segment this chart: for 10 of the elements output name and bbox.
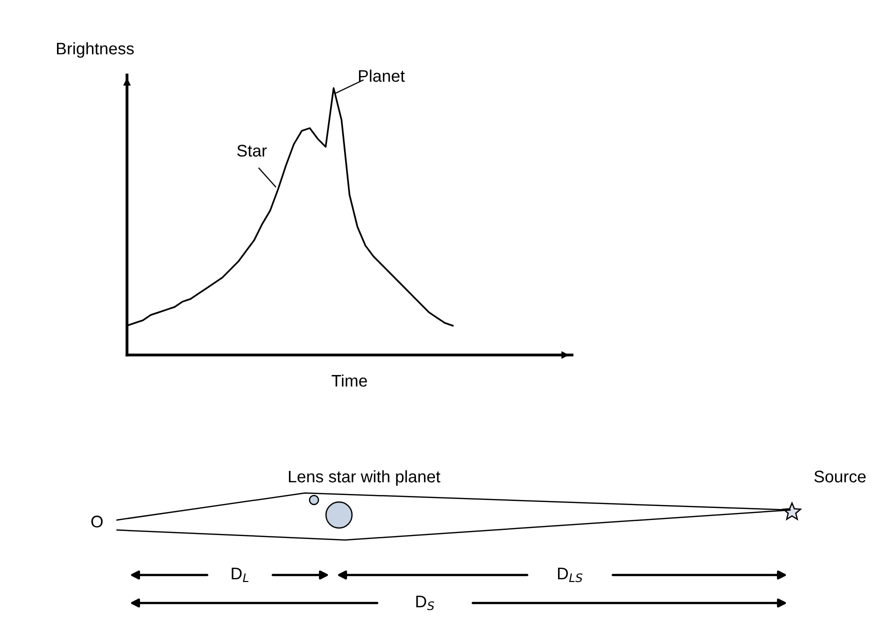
x-axis-title: Time	[332, 374, 367, 387]
text: D$_{LS}$	[558, 568, 582, 582]
text: D$_{L}$	[232, 568, 248, 582]
text: Lens star with planet	[288, 470, 440, 486]
text: D$_{S}$	[416, 596, 434, 610]
annotation: Star	[237, 144, 267, 157]
text: Source	[814, 470, 866, 482]
text: Planet	[359, 70, 405, 82]
y-axis-title: Brightness	[56, 42, 134, 58]
text: O	[91, 516, 103, 528]
